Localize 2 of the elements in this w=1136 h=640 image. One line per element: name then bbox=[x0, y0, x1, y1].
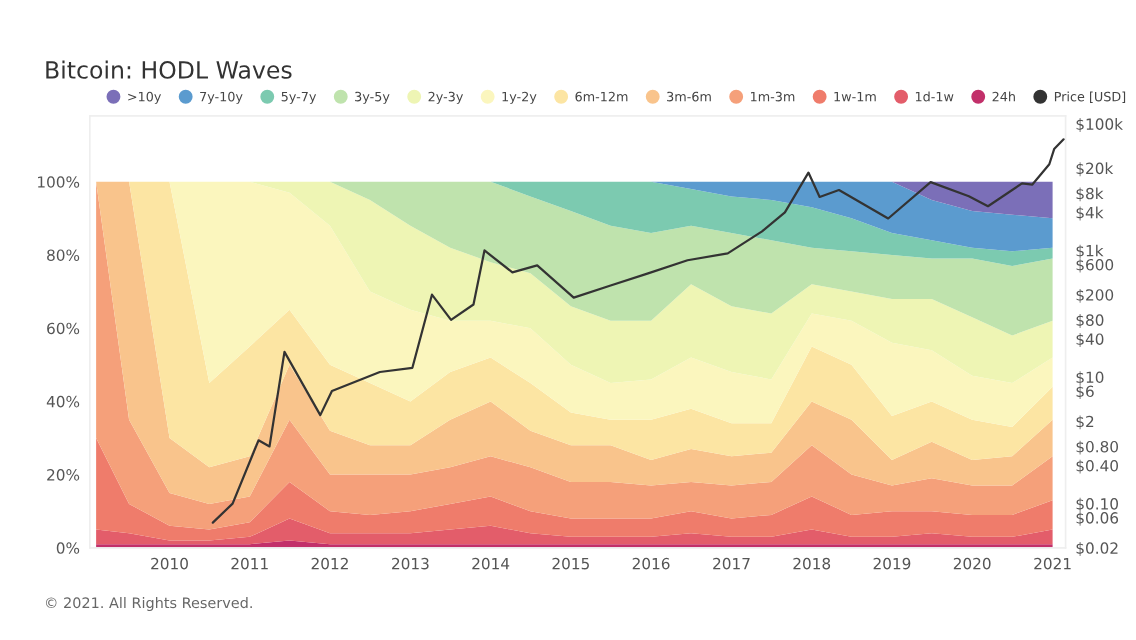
line-series bbox=[211, 138, 1065, 524]
chart-title: Bitcoin: HODL Waves bbox=[46, 60, 292, 79]
